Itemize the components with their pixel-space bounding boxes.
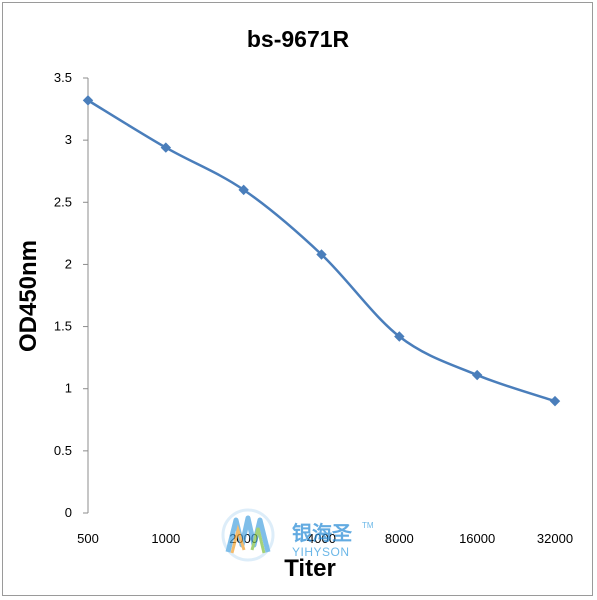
data-point-marker — [160, 142, 172, 153]
series-group — [82, 95, 561, 407]
y-tick-label: 1.5 — [54, 319, 72, 334]
y-tick-label: 2.5 — [54, 194, 72, 209]
x-tick-label: 32000 — [537, 531, 573, 546]
watermark-name-cn: 银海圣 — [292, 521, 353, 545]
watermark-logo-icon — [221, 508, 275, 562]
watermark: 银海圣 TM YIHYSON — [221, 508, 374, 562]
y-tick-label: 0 — [65, 505, 72, 520]
x-tick-label: 8000 — [385, 531, 414, 546]
data-point-marker — [238, 184, 249, 196]
y-tick-label: 1 — [65, 381, 72, 396]
x-tick-label: 1000 — [151, 531, 180, 546]
watermark-name-en: YIHYSON — [292, 545, 350, 559]
y-tick-label: 0.5 — [54, 443, 72, 458]
y-tick-label: 3 — [65, 132, 72, 147]
x-tick-label: 16000 — [459, 531, 495, 546]
data-point-marker — [471, 369, 483, 381]
y-ticks: 0 0.5 1 1.5 2 2.5 3 3.5 — [54, 70, 88, 520]
y-tick-label: 3.5 — [54, 70, 72, 85]
data-point-marker — [394, 331, 405, 342]
chart-title: bs-9671R — [247, 26, 350, 52]
x-axis-label: Titer — [284, 555, 336, 582]
data-point-marker — [82, 95, 94, 106]
y-tick-label: 2 — [65, 256, 72, 271]
x-tick-label: 4000 — [307, 531, 336, 546]
watermark-tm: TM — [362, 521, 374, 530]
data-point-marker — [316, 249, 327, 260]
y-axis-label: OD450nm — [15, 240, 42, 352]
x-tick-label: 500 — [77, 531, 99, 546]
data-point-marker — [549, 395, 561, 407]
